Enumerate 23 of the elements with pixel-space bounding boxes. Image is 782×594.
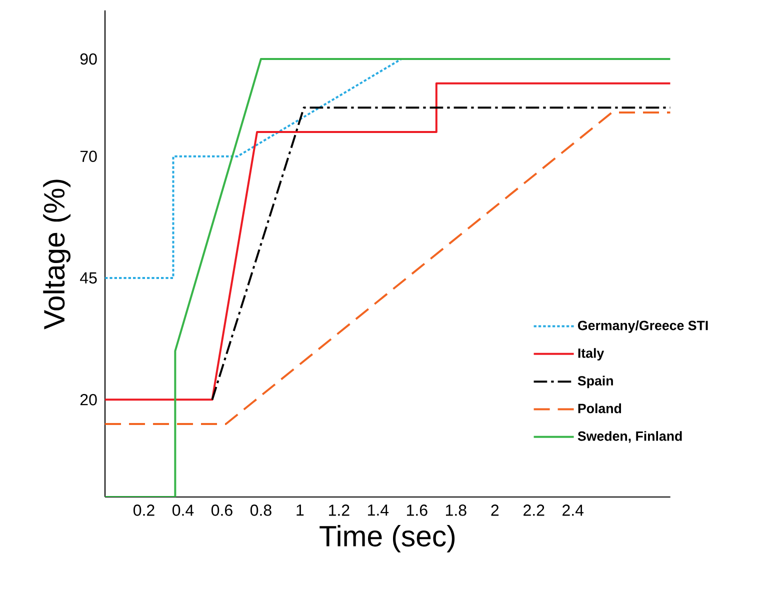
- x-tick-label: 2.4: [562, 504, 584, 516]
- x-tick-label: 1.8: [446, 504, 466, 516]
- y-tick-label: 90: [80, 53, 97, 65]
- x-tick-label: 0.6: [211, 504, 232, 516]
- legend-label: Germany/Greece STI: [578, 320, 708, 333]
- legend-label: Sweden, Finland: [578, 431, 682, 443]
- x-axis-title: Time (sec): [320, 525, 455, 552]
- y-axis-title: Voltage (%): [43, 180, 70, 330]
- x-tick-label: 1.2: [329, 504, 350, 516]
- x-tick-label: 1.6: [407, 504, 428, 516]
- y-tick-label: 45: [80, 272, 97, 284]
- y-tick-label: 20: [80, 394, 97, 406]
- x-tick-label: 2: [491, 504, 499, 516]
- legend-label: Italy: [578, 348, 604, 361]
- x-tick-label: 0.8: [250, 504, 272, 516]
- x-tick-label: 2.2: [524, 504, 544, 516]
- x-tick-label: 0.4: [172, 504, 194, 516]
- x-tick-label: 1.4: [368, 504, 389, 516]
- legend-label: Poland: [578, 403, 622, 414]
- x-tick-label: 1: [296, 504, 304, 516]
- legend-label: Spain: [578, 376, 613, 388]
- y-tick-label: 70: [80, 150, 97, 162]
- x-tick-label: 0.2: [134, 504, 154, 516]
